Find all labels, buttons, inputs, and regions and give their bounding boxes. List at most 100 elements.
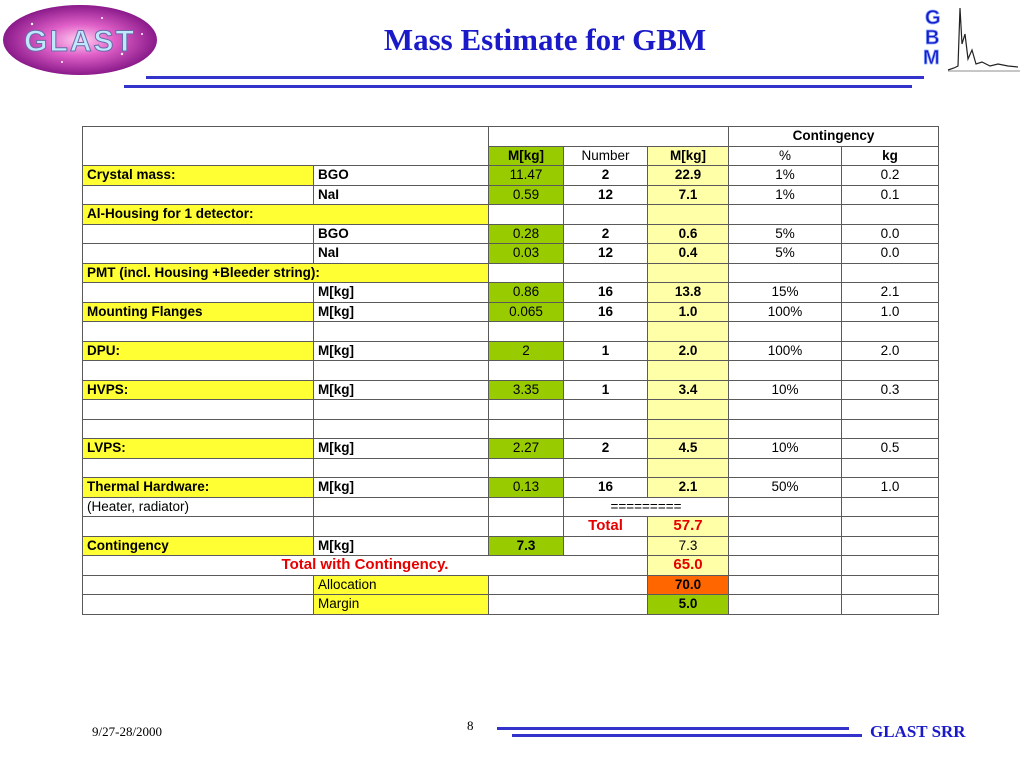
contingency-sublabel: M[kg] xyxy=(313,535,489,556)
footer-org: GLAST SRR xyxy=(870,722,966,741)
footer-page-number: 8 xyxy=(467,718,474,733)
contingency-label: Contingency xyxy=(82,535,314,556)
table-row-total: Total 57.7 xyxy=(82,516,940,537)
number-cell: 1 xyxy=(563,340,648,361)
row-label xyxy=(82,399,314,420)
contingency-kg-cell: 2.0 xyxy=(840,340,940,361)
blank-cell xyxy=(840,496,940,517)
allocation-label: Allocation xyxy=(313,574,489,595)
row-sublabel xyxy=(313,457,489,478)
row-label: LVPS: xyxy=(82,438,314,459)
column-header-percent: % xyxy=(728,145,842,166)
contingency-kg-cell xyxy=(840,360,940,381)
row-sublabel: M[kg] xyxy=(313,438,489,459)
contingency-percent-cell: 1% xyxy=(728,165,842,186)
blank-cell xyxy=(728,574,842,595)
blank-cell xyxy=(313,496,489,517)
page-title: Mass Estimate for GBM xyxy=(383,22,707,57)
total-mass-cell: 13.8 xyxy=(647,282,729,303)
contingency-percent-cell: 5% xyxy=(728,223,842,244)
column-header-number: Number xyxy=(563,145,648,166)
row-label xyxy=(82,418,314,439)
total-mass-cell xyxy=(647,418,729,439)
number-cell: 2 xyxy=(563,223,648,244)
blank-cell xyxy=(488,594,648,615)
table-row xyxy=(82,399,940,420)
unit-mass-cell: 0.59 xyxy=(488,184,564,205)
table-group-header-row: Contingency xyxy=(82,126,940,166)
row-label: HVPS: xyxy=(82,379,314,400)
table-row xyxy=(82,457,940,478)
contingency-kg-cell xyxy=(840,321,940,342)
number-cell xyxy=(563,457,648,478)
blank-cell xyxy=(82,574,314,595)
total-mass-cell xyxy=(647,204,729,225)
gbm-logo: G B M xyxy=(923,7,1020,72)
contingency-percent-cell: 10% xyxy=(728,438,842,459)
blank-cell xyxy=(728,594,842,615)
table-row: NaI 0.59 12 7.1 1% 0.1 xyxy=(82,184,940,205)
row-label xyxy=(82,321,314,342)
number-cell: 16 xyxy=(563,301,648,322)
row-sublabel: BGO xyxy=(313,165,489,186)
blank-cell xyxy=(840,535,940,556)
header-rule-lower xyxy=(124,85,912,88)
row-sublabel: M[kg] xyxy=(313,340,489,361)
table-row-contingency: Contingency M[kg] 7.3 7.3 xyxy=(82,535,940,556)
table-row: Crystal mass: BGO 11.47 2 22.9 1% 0.2 xyxy=(82,165,940,186)
column-header-kg: kg xyxy=(840,145,940,166)
number-cell xyxy=(563,360,648,381)
contingency-percent-cell: 50% xyxy=(728,477,842,498)
unit-mass-cell: 2.27 xyxy=(488,438,564,459)
unit-mass-cell: 0.28 xyxy=(488,223,564,244)
gbm-logo-letter-g: G xyxy=(925,7,941,29)
number-cell: 12 xyxy=(563,184,648,205)
table-row xyxy=(82,418,940,439)
footer-rule-lower xyxy=(512,734,862,737)
unit-mass-cell: 0.86 xyxy=(488,282,564,303)
contingency-kg-cell: 0.2 xyxy=(840,165,940,186)
row-label xyxy=(82,184,314,205)
blank-cell xyxy=(313,516,489,537)
total-with-contingency-label: Total with Contingency. xyxy=(82,555,648,576)
unit-mass-cell xyxy=(488,418,564,439)
margin-label: Margin xyxy=(313,594,489,615)
contingency-percent-cell xyxy=(728,360,842,381)
blank-cell xyxy=(840,574,940,595)
unit-mass-cell xyxy=(488,262,564,283)
blank-cell xyxy=(840,516,940,537)
number-cell: 2 xyxy=(563,165,648,186)
blank-cell xyxy=(840,594,940,615)
contingency-kg-cell: 0.0 xyxy=(840,243,940,264)
total-mass-cell: 2.1 xyxy=(647,477,729,498)
table-row: Al-Housing for 1 detector: xyxy=(82,204,940,225)
unit-mass-cell: 11.47 xyxy=(488,165,564,186)
table-row: BGO 0.28 2 0.6 5% 0.0 xyxy=(82,223,940,244)
unit-mass-cell xyxy=(488,204,564,225)
row-sublabel xyxy=(313,418,489,439)
table-row: DPU: M[kg] 2 1 2.0 100% 2.0 xyxy=(82,340,940,361)
table-blank-header-cell xyxy=(488,126,729,147)
gbm-logo-letter-b: B xyxy=(925,27,939,49)
total-mass-cell xyxy=(647,457,729,478)
table-row: Mounting Flanges M[kg] 0.065 16 1.0 100% 1.0 xyxy=(82,301,940,322)
footer-date: 9/27-28/2000 xyxy=(92,724,163,739)
blank-cell xyxy=(728,496,842,517)
row-sublabel: M[kg] xyxy=(313,477,489,498)
total-mass-cell: 1.0 xyxy=(647,301,729,322)
total-mass-cell: 3.4 xyxy=(647,379,729,400)
total-mass-cell xyxy=(647,262,729,283)
unit-mass-cell xyxy=(488,360,564,381)
unit-mass-cell: 0.13 xyxy=(488,477,564,498)
mass-estimate-table: Contingency M[kg] Number M[kg] % kg Crys… xyxy=(82,126,940,615)
contingency-kg-cell: 2.1 xyxy=(840,282,940,303)
contingency-percent-cell: 100% xyxy=(728,301,842,322)
total-mass-cell xyxy=(647,399,729,420)
total-with-contingency-value: 65.0 xyxy=(647,555,729,576)
row-label: Thermal Hardware: xyxy=(82,477,314,498)
unit-mass-cell xyxy=(488,457,564,478)
contingency-percent-cell: 15% xyxy=(728,282,842,303)
blank-cell xyxy=(82,594,314,615)
table-row-allocation: Allocation 70.0 xyxy=(82,574,940,595)
blank-cell xyxy=(563,535,648,556)
